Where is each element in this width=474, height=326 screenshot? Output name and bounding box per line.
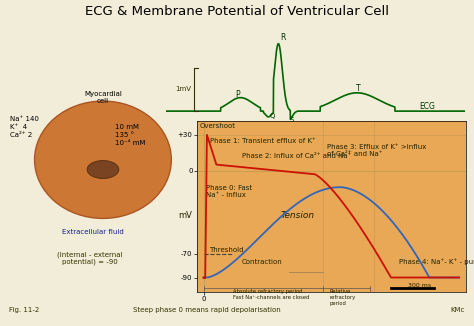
Text: Tension: Tension <box>280 211 314 220</box>
Text: P: P <box>236 90 240 99</box>
Text: Myocardial
cell: Myocardial cell <box>84 91 122 104</box>
Text: S: S <box>289 117 294 123</box>
Text: Contraction: Contraction <box>242 259 283 265</box>
Text: 1mV: 1mV <box>175 86 191 93</box>
Text: mV: mV <box>178 211 191 220</box>
Text: KMc: KMc <box>450 306 465 313</box>
Text: 10 mM
135 °
10⁻⁴ mM: 10 mM 135 ° 10⁻⁴ mM <box>115 124 146 146</box>
Text: Phase 2: Influx of Ca²⁺ and Na⁺: Phase 2: Influx of Ca²⁺ and Na⁺ <box>242 153 351 159</box>
Text: Phase 1: Transient efflux of K⁺: Phase 1: Transient efflux of K⁺ <box>210 139 316 144</box>
Ellipse shape <box>87 160 118 178</box>
Text: Na⁺ 140
K⁺  4
Ca²⁺ 2: Na⁺ 140 K⁺ 4 Ca²⁺ 2 <box>10 116 39 138</box>
Text: ECG & Membrane Potential of Ventricular Cell: ECG & Membrane Potential of Ventricular … <box>85 5 389 18</box>
Text: R: R <box>280 33 286 42</box>
Text: ECG: ECG <box>419 102 436 111</box>
Text: Overshoot: Overshoot <box>199 123 235 129</box>
Text: 300 ms: 300 ms <box>408 283 431 288</box>
Ellipse shape <box>35 101 172 218</box>
Text: (Internal - external
potential) = -90: (Internal - external potential) = -90 <box>57 251 123 265</box>
Text: Phase 4: Na⁺- K⁺ - pump: Phase 4: Na⁺- K⁺ - pump <box>400 259 474 265</box>
Text: Threshold: Threshold <box>209 247 243 253</box>
Text: Phase 0: Fast
Na⁺ - influx: Phase 0: Fast Na⁺ - influx <box>206 185 252 199</box>
Text: Absolute refractory period
Fast Na⁺-channels are closed: Absolute refractory period Fast Na⁺-chan… <box>233 289 310 300</box>
Text: Fig. 11-2: Fig. 11-2 <box>9 306 40 313</box>
Text: T: T <box>356 84 361 93</box>
Text: Steep phase 0 means rapid depolarisation: Steep phase 0 means rapid depolarisation <box>133 306 281 313</box>
Text: Phase 3: Efflux of K⁺ >influx
of Ca²⁺ and Na⁺: Phase 3: Efflux of K⁺ >influx of Ca²⁺ an… <box>327 144 427 157</box>
Text: Q: Q <box>269 113 275 119</box>
Text: Relative
refractory
period: Relative refractory period <box>329 289 356 306</box>
Text: Extracellular fluid: Extracellular fluid <box>62 229 123 235</box>
